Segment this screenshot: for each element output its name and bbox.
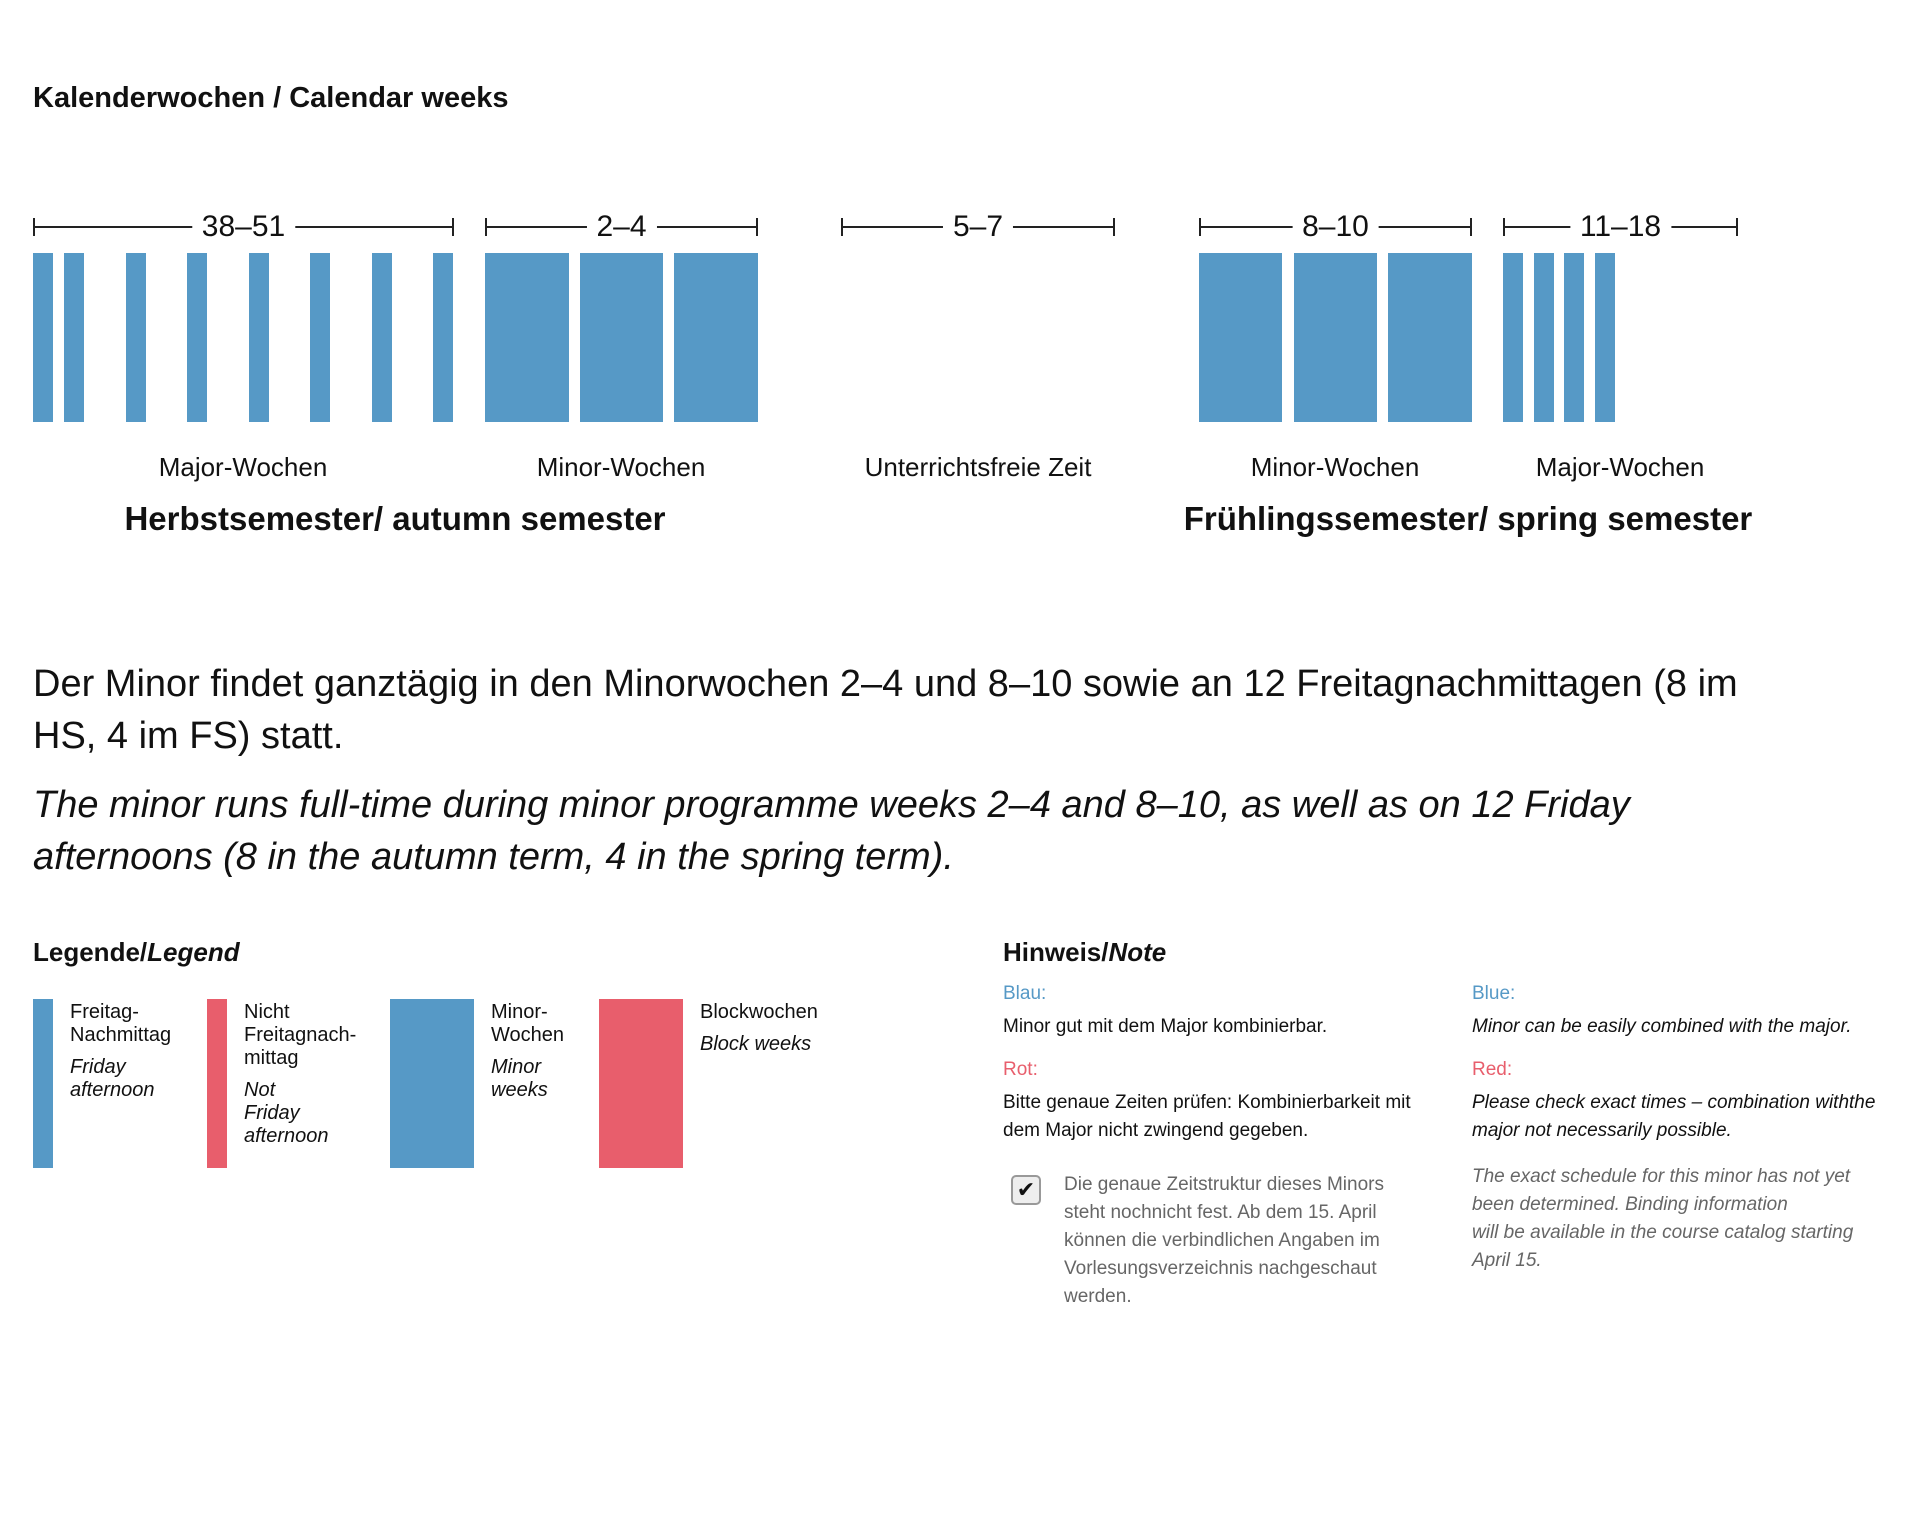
legend-label-de: Freitag- Nachmittag	[70, 1001, 172, 1046]
legend-label-de: Nicht Freitagnach- mittag	[244, 1001, 357, 1069]
legend-label-de: Blockwochen	[700, 1001, 818, 1023]
legend-label-en: Minor weeks	[491, 1056, 548, 1101]
minor-week-block	[1388, 253, 1472, 422]
minor-week-block	[1294, 253, 1377, 422]
bracket-label: 8–10	[1292, 210, 1379, 244]
note-en: Blue: Minor can be easily combined with …	[1472, 980, 1912, 1145]
note-title: Hinweis/Note	[1003, 937, 1166, 968]
schedule-note-de: Die genaue Zeitstruktur dieses Minors st…	[1064, 1174, 1384, 1307]
friday-afternoon-bar	[126, 253, 146, 422]
friday-afternoon-bar	[187, 253, 207, 422]
friday-afternoon-bar	[433, 253, 453, 422]
section-title: Kalenderwochen / Calendar weeks	[33, 82, 509, 114]
period-label: Major-Wochen	[1535, 452, 1705, 482]
bracket-2-4: 2–4	[485, 210, 758, 244]
minor-week-block	[1199, 253, 1282, 422]
legend-item: Nicht Freitagnach- mittag Not Friday afte…	[244, 1001, 356, 1148]
blue-text: Minor gut mit dem Major kombinierbar.	[1003, 1016, 1328, 1037]
friday-afternoon-bar	[1534, 253, 1554, 422]
period-label: Major-Wochen	[158, 452, 328, 482]
friday-afternoon-bar	[64, 253, 84, 422]
description-en: The minor runs full-time during minor pr…	[33, 784, 1630, 878]
period-label: Unterrichtsfreie Zeit	[864, 452, 1092, 482]
legend-item: Blockwochen Block weeks	[700, 1001, 818, 1056]
period-label: Minor-Wochen	[536, 452, 706, 482]
note-title-en: Note	[1108, 937, 1167, 967]
blue-text: Minor can be easily combined with the ma…	[1472, 1016, 1852, 1037]
legend-item: Freitag- Nachmittag Friday afternoon	[70, 1001, 171, 1102]
legend-title-en: Legend	[147, 937, 240, 967]
schedule-checkbox[interactable]: ✔	[1011, 1175, 1041, 1205]
bracket-label: 11–18	[1569, 210, 1672, 244]
minor-week-block	[580, 253, 663, 422]
legend-label-en: Friday afternoon	[70, 1056, 155, 1101]
minor-week-block	[485, 253, 569, 422]
blue-label: Blue:	[1472, 983, 1516, 1004]
note-title-de: Hinweis/	[1003, 937, 1109, 967]
legend-swatch-friday	[33, 999, 53, 1168]
legend-swatch-not-friday	[207, 999, 227, 1168]
bracket-label: 2–4	[586, 210, 657, 244]
friday-afternoon-bar	[1595, 253, 1615, 422]
bracket-11-18: 11–18	[1503, 210, 1738, 244]
friday-afternoon-bar	[249, 253, 269, 422]
semester-title-autumn: Herbstsemester/ autumn semester	[124, 500, 666, 537]
blue-label: Blau:	[1003, 983, 1047, 1004]
schedule-note-en: The exact schedule for this minor has no…	[1472, 1166, 1854, 1271]
friday-afternoon-bar	[310, 253, 330, 422]
legend-label-en: Block weeks	[700, 1033, 812, 1055]
friday-afternoon-bar	[372, 253, 392, 422]
legend-item: Minor- Wochen Minor weeks	[491, 1001, 564, 1102]
checkmark-icon: ✔	[1016, 1177, 1036, 1202]
legend-title: Legende/Legend	[33, 937, 240, 968]
legend-label-de: Minor- Wochen	[491, 1001, 565, 1046]
red-label: Red:	[1472, 1059, 1513, 1080]
bracket-8-10: 8–10	[1199, 210, 1472, 244]
note-de: Blau: Minor gut mit dem Major kombinierb…	[1003, 980, 1423, 1145]
legend-swatch-block-weeks	[599, 999, 683, 1168]
red-label: Rot:	[1003, 1059, 1038, 1080]
description-de: Der Minor findet ganztägig in den Minorw…	[33, 663, 1738, 757]
red-text: Bitte genaue Zeiten prüfen: Kombinierbar…	[1003, 1092, 1411, 1141]
friday-afternoon-bar	[33, 253, 53, 422]
bracket-38-51: 38–51	[33, 210, 454, 244]
legend-swatch-minor-weeks	[390, 999, 474, 1168]
legend-title-de: Legende/	[33, 937, 148, 967]
friday-afternoon-bar	[1503, 253, 1523, 422]
legend-label-en: Not Friday afternoon	[244, 1079, 329, 1147]
red-text: Please check exact times – combination w…	[1472, 1092, 1876, 1141]
period-label: Minor-Wochen	[1250, 452, 1420, 482]
bracket-label: 5–7	[942, 210, 1014, 244]
bracket-5-7: 5–7	[841, 210, 1115, 244]
semester-title-spring: Frühlingssemester/ spring semester	[1183, 500, 1753, 537]
bracket-label: 38–51	[191, 210, 296, 244]
minor-week-block	[674, 253, 758, 422]
friday-afternoon-bar	[1564, 253, 1584, 422]
